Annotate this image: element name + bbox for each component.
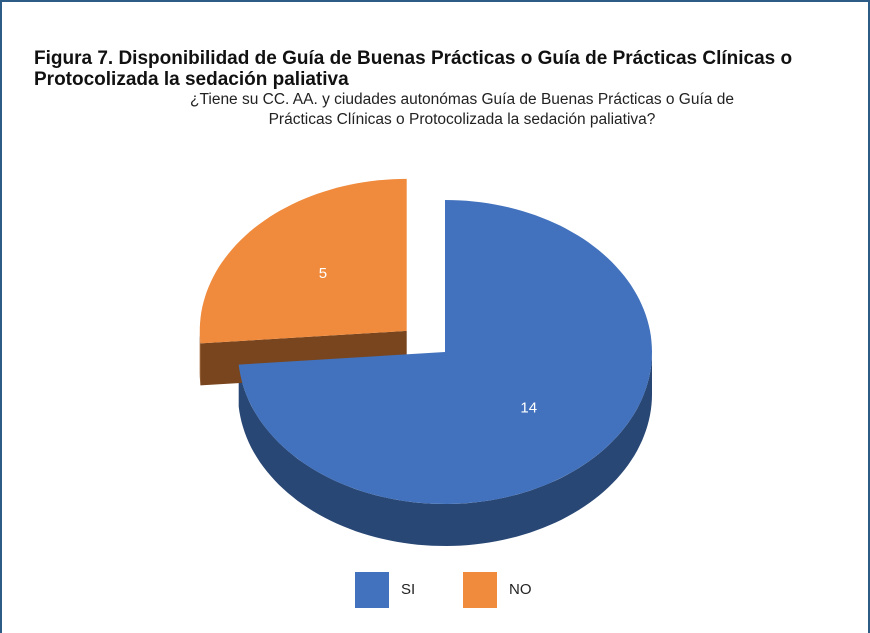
legend-swatch	[355, 572, 389, 608]
legend-swatch	[463, 572, 497, 608]
pie-slice	[199, 178, 407, 344]
data-label: 14	[520, 400, 537, 417]
pie-slice	[238, 200, 652, 504]
data-label: 5	[319, 265, 327, 282]
chart-title: Figura 7. Disponibilidad de Guía de Buen…	[34, 48, 793, 90]
legend-label: SI	[401, 581, 415, 598]
legend-label: NO	[509, 581, 532, 598]
chart-subtitle: ¿Tiene su CC. AA. y ciudades autonómas G…	[190, 91, 734, 128]
pie-side	[199, 330, 201, 386]
pie-side	[238, 352, 652, 546]
